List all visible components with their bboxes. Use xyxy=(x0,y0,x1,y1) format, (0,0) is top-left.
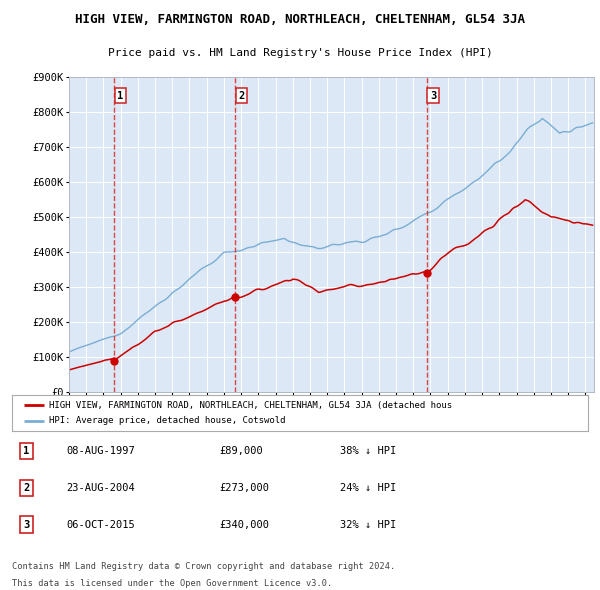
Text: 23-AUG-2004: 23-AUG-2004 xyxy=(67,483,136,493)
Text: HIGH VIEW, FARMINGTON ROAD, NORTHLEACH, CHELTENHAM, GL54 3JA (detached hous: HIGH VIEW, FARMINGTON ROAD, NORTHLEACH, … xyxy=(49,401,452,409)
Text: Contains HM Land Registry data © Crown copyright and database right 2024.: Contains HM Land Registry data © Crown c… xyxy=(12,562,395,571)
Text: 06-OCT-2015: 06-OCT-2015 xyxy=(67,520,136,529)
Text: 1: 1 xyxy=(117,91,124,101)
Text: 32% ↓ HPI: 32% ↓ HPI xyxy=(340,520,397,529)
Text: Price paid vs. HM Land Registry's House Price Index (HPI): Price paid vs. HM Land Registry's House … xyxy=(107,48,493,58)
Text: 2: 2 xyxy=(23,483,29,493)
Text: 1: 1 xyxy=(23,447,29,456)
Text: £89,000: £89,000 xyxy=(220,447,263,456)
Text: 38% ↓ HPI: 38% ↓ HPI xyxy=(340,447,397,456)
Text: 3: 3 xyxy=(430,91,436,101)
Text: 2: 2 xyxy=(239,91,245,101)
Text: HIGH VIEW, FARMINGTON ROAD, NORTHLEACH, CHELTENHAM, GL54 3JA: HIGH VIEW, FARMINGTON ROAD, NORTHLEACH, … xyxy=(75,13,525,27)
Text: 24% ↓ HPI: 24% ↓ HPI xyxy=(340,483,397,493)
Text: 08-AUG-1997: 08-AUG-1997 xyxy=(67,447,136,456)
Text: £340,000: £340,000 xyxy=(220,520,269,529)
Text: HPI: Average price, detached house, Cotswold: HPI: Average price, detached house, Cots… xyxy=(49,417,286,425)
Text: 3: 3 xyxy=(23,520,29,529)
Text: £273,000: £273,000 xyxy=(220,483,269,493)
Text: This data is licensed under the Open Government Licence v3.0.: This data is licensed under the Open Gov… xyxy=(12,579,332,588)
